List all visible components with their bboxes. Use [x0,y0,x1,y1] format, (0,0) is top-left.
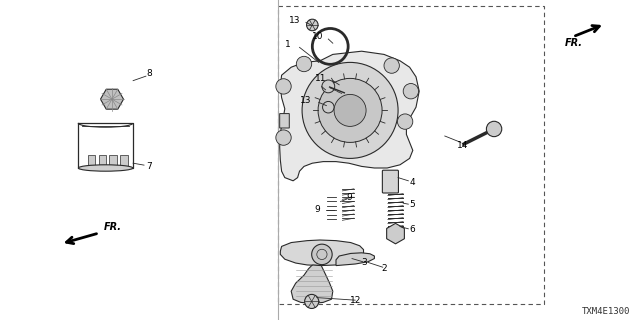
Circle shape [318,78,382,142]
Circle shape [334,94,366,126]
Text: 4: 4 [409,178,415,187]
Bar [109,155,117,166]
Bar [88,155,95,166]
Circle shape [305,294,319,308]
Circle shape [307,19,318,31]
Text: TXM4E1300: TXM4E1300 [582,308,630,316]
Circle shape [323,101,334,113]
Text: 6: 6 [409,225,415,234]
Text: 12: 12 [350,296,362,305]
Ellipse shape [79,165,133,171]
Text: FR.: FR. [104,222,122,232]
Bar [278,6,544,304]
Circle shape [403,84,419,99]
Circle shape [312,244,332,265]
Text: 14: 14 [457,141,468,150]
PathPatch shape [280,240,364,266]
PathPatch shape [291,265,333,303]
FancyBboxPatch shape [382,170,399,193]
Text: 7: 7 [147,162,152,171]
Polygon shape [100,89,124,109]
FancyBboxPatch shape [280,114,289,128]
Text: 9: 9 [346,193,352,202]
Text: 13: 13 [300,96,312,105]
Circle shape [302,62,398,158]
Text: 13: 13 [289,16,301,25]
Text: 1: 1 [285,40,291,49]
Text: 11: 11 [315,74,326,83]
Bar [120,155,128,166]
Circle shape [296,56,312,72]
Circle shape [486,121,502,137]
PathPatch shape [280,51,419,181]
Circle shape [276,130,291,145]
Bar [99,155,106,166]
Text: 3: 3 [362,258,367,267]
Circle shape [384,58,399,73]
Polygon shape [387,223,404,244]
Circle shape [322,80,335,93]
Text: FR.: FR. [565,38,583,48]
Text: 5: 5 [409,200,415,209]
Text: 9: 9 [314,205,320,214]
Circle shape [397,114,413,129]
Text: 10: 10 [312,32,323,41]
Circle shape [276,79,291,94]
PathPatch shape [336,253,374,266]
Text: 2: 2 [381,264,387,273]
Text: 8: 8 [147,69,152,78]
